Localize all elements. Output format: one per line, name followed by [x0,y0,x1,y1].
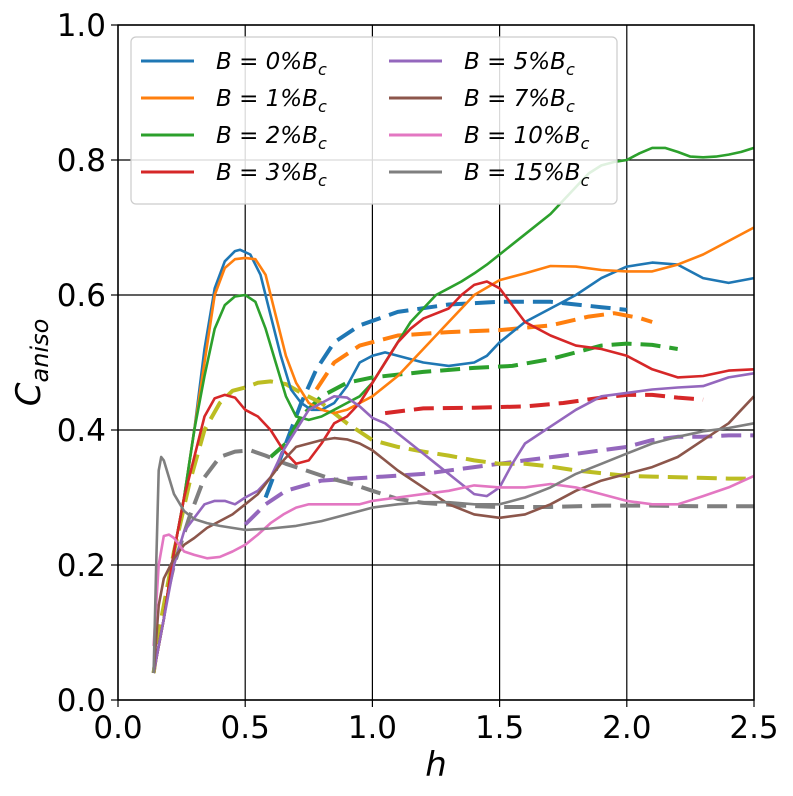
y-axis-label: Caniso [9,319,54,407]
series-line [152,248,755,674]
legend-label: B = 10%Bc [464,123,590,153]
series-line [152,422,755,674]
legend-entry: B = 7%Bc [389,86,575,116]
y-axis-label-main: C [9,382,49,406]
legend-label: B = 1%Bc [216,86,327,116]
series-line [152,395,755,674]
x-tick-label: 0.5 [221,710,270,746]
y-tick-label: 1.0 [57,8,106,44]
series-line-dashed [314,311,653,391]
legend-entry: B = 5%Bc [389,49,575,79]
series-line [152,226,755,674]
legend-label: B = 2%Bc [216,123,327,153]
series-line [152,146,755,674]
series-line-dashed [384,392,704,416]
y-tick-label: 0.8 [57,143,106,179]
plot-frame [117,24,755,701]
axis-ticks: 0.0 0.5 1.0 1.5 2.0 2.5 0.0 0.2 0.4 0.6 0.8 1.0 [57,8,779,746]
y-tick-label: 0.2 [57,548,106,584]
y-tick-label: 0.0 [57,683,106,719]
series-line-dashed [151,448,754,674]
legend-entry: B = 15%Bc [389,160,590,190]
x-axis-label: h [425,745,447,785]
legend-entry: B = 1%Bc [141,86,327,116]
legend-entry: B = 3%Bc [141,160,327,190]
x-tick-label: 2.5 [729,710,778,746]
legend-entry: B = 10%Bc [389,123,590,153]
series-line [152,474,755,647]
y-axis-label-sub: aniso [26,319,54,383]
x-tick-label: 1.5 [475,710,524,746]
series-line-dashed [243,433,754,526]
legend-label: B = 0%Bc [216,49,327,79]
legend-label: B = 3%Bc [216,160,327,190]
x-tick-label: 0.0 [93,710,142,746]
legend-label: B = 5%Bc [464,49,575,79]
legend-entry: B = 0%Bc [141,49,327,79]
series-lines [151,146,755,674]
legend: B = 0%Bc B = 1%Bc B = 2%Bc B = 3%Bc B = 5%Bc… [130,36,618,205]
y-tick-label: 0.4 [57,413,106,449]
series-line [152,280,755,674]
series-line [152,372,755,674]
legend-label: B = 15%Bc [464,160,590,190]
y-tick-label: 0.6 [57,278,106,314]
x-tick-label: 2.0 [602,710,651,746]
legend-entry: B = 2%Bc [141,123,327,153]
x-tick-label: 1.0 [348,710,397,746]
series-line-dashed [269,341,679,459]
legend-label: B = 7%Bc [464,86,575,116]
legend-box [130,36,618,205]
series-line-dashed [151,379,754,674]
series-line-dashed [263,299,628,499]
